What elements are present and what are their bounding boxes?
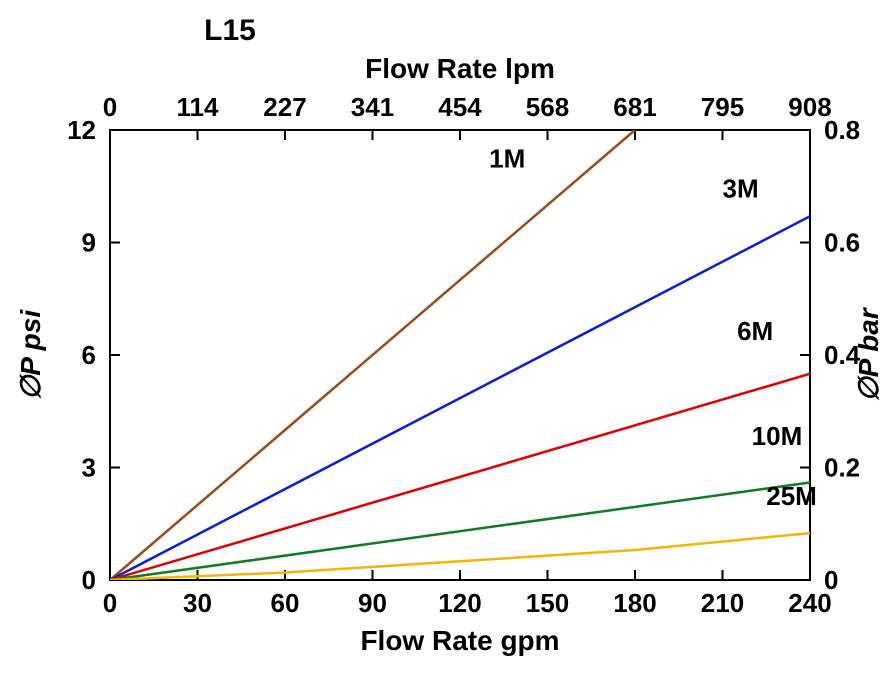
x-top-title: Flow Rate lpm bbox=[365, 53, 555, 84]
y-right-tick-label: 0.8 bbox=[824, 115, 860, 145]
x-bottom-tick-label: 0 bbox=[103, 588, 117, 618]
x-top-tick-label: 681 bbox=[613, 92, 656, 122]
x-top-tick-label: 227 bbox=[263, 92, 306, 122]
y-right-tick-label: 0.2 bbox=[824, 453, 860, 483]
y-left-tick-label: 9 bbox=[82, 228, 96, 258]
series-label-6M: 6M bbox=[737, 316, 773, 346]
x-bottom-tick-label: 30 bbox=[183, 588, 212, 618]
y-right-tick-label: 0.6 bbox=[824, 228, 860, 258]
x-top-tick-label: 114 bbox=[177, 92, 219, 122]
x-top-tick-label: 0 bbox=[103, 92, 117, 122]
x-top-tick-label: 795 bbox=[701, 92, 744, 122]
x-bottom-tick-label: 180 bbox=[613, 588, 656, 618]
x-bottom-tick-label: 210 bbox=[701, 588, 744, 618]
x-top-tick-label: 454 bbox=[438, 92, 482, 122]
x-bottom-tick-label: 90 bbox=[358, 588, 387, 618]
x-bottom-tick-label: 150 bbox=[526, 588, 569, 618]
series-label-25M: 25M bbox=[766, 481, 817, 511]
chart-svg: 0306090120150180210240011422734145456868… bbox=[0, 0, 882, 698]
x-bottom-title: Flow Rate gpm bbox=[360, 625, 559, 656]
y-right-title: ∅P bar bbox=[853, 306, 882, 401]
chart-title: L15 bbox=[204, 14, 256, 47]
x-bottom-tick-label: 60 bbox=[271, 588, 300, 618]
y-left-tick-label: 12 bbox=[67, 115, 96, 145]
y-left-title: ∅P psi bbox=[15, 309, 46, 400]
y-left-tick-label: 0 bbox=[82, 565, 96, 595]
series-label-3M: 3M bbox=[723, 174, 759, 204]
y-left-tick-label: 3 bbox=[82, 453, 96, 483]
series-label-10M: 10M bbox=[752, 421, 803, 451]
pressure-drop-chart: 0306090120150180210240011422734145456868… bbox=[0, 0, 882, 698]
y-left-tick-label: 6 bbox=[82, 340, 96, 370]
y-right-tick-label: 0 bbox=[824, 565, 838, 595]
series-label-1M: 1M bbox=[489, 144, 525, 174]
x-bottom-tick-label: 120 bbox=[438, 588, 481, 618]
x-top-tick-label: 341 bbox=[351, 92, 394, 122]
x-top-tick-label: 568 bbox=[526, 92, 569, 122]
